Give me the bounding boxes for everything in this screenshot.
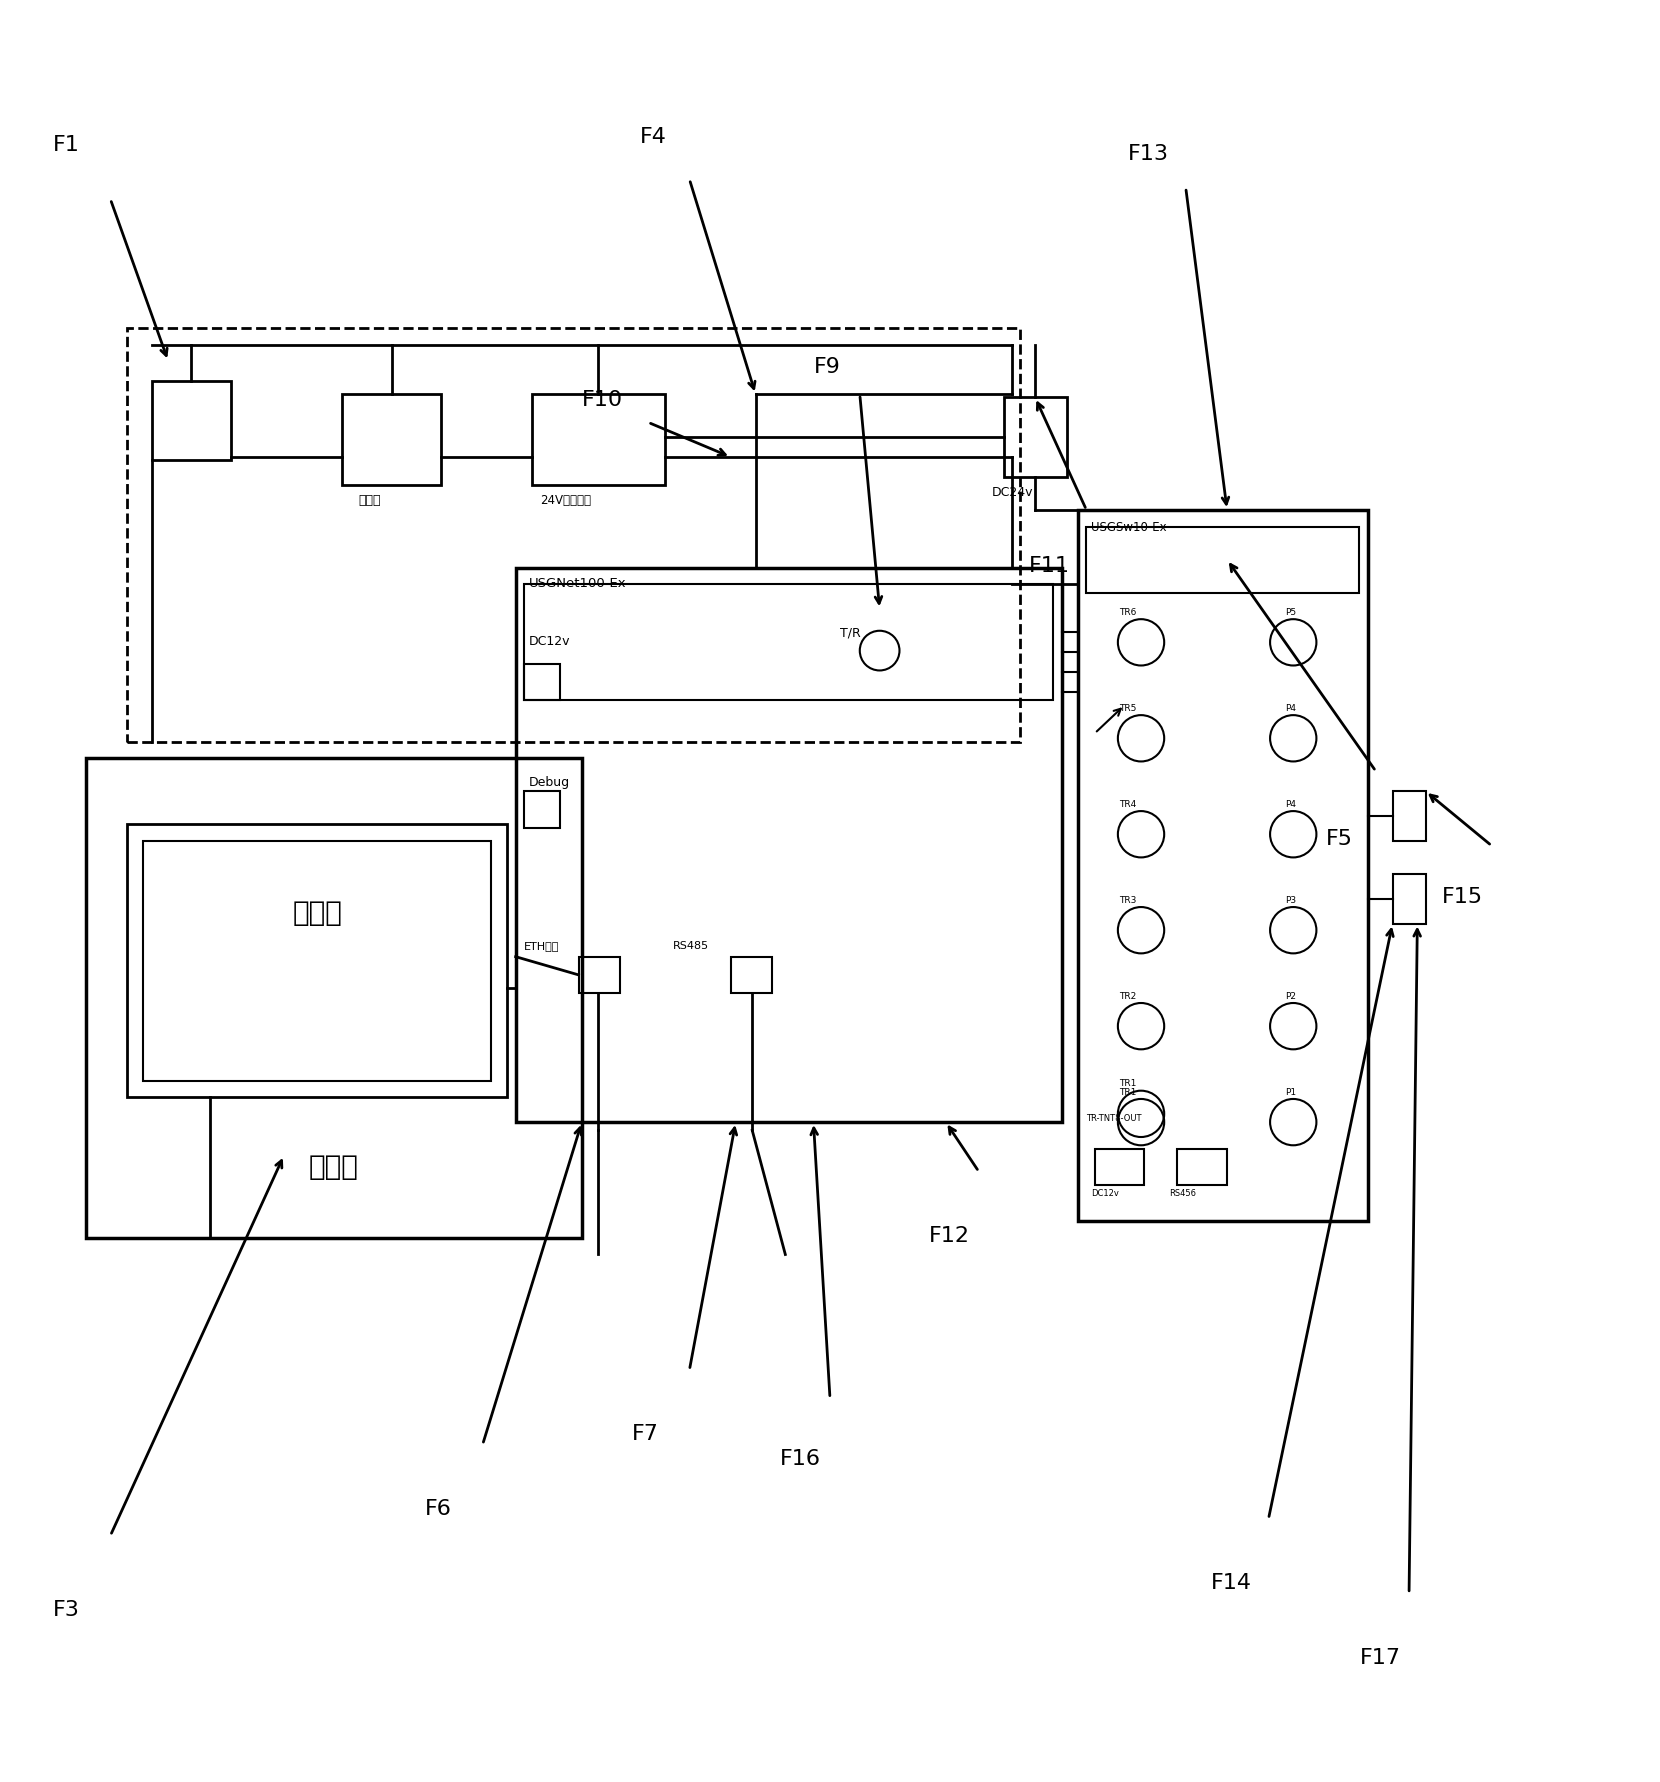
Text: DC12v: DC12v xyxy=(530,634,571,647)
Text: F9: F9 xyxy=(813,356,840,378)
Text: TR3: TR3 xyxy=(1119,895,1137,903)
Bar xyxy=(1393,791,1426,841)
Bar xyxy=(1086,527,1360,593)
Text: 服务器: 服务器 xyxy=(292,898,342,927)
Bar xyxy=(525,665,561,700)
Text: F12: F12 xyxy=(930,1224,969,1246)
Text: ETH网口: ETH网口 xyxy=(525,941,559,950)
Text: DC24v: DC24v xyxy=(993,486,1034,499)
Text: 24V开关电源: 24V开关电源 xyxy=(541,494,591,508)
Bar xyxy=(516,568,1062,1123)
Bar xyxy=(126,825,508,1098)
Text: F4: F4 xyxy=(639,127,667,148)
Text: TR2: TR2 xyxy=(1119,991,1137,1000)
Text: TR1: TR1 xyxy=(1119,1078,1137,1087)
Text: F7: F7 xyxy=(631,1424,659,1443)
Bar xyxy=(1094,1149,1144,1185)
Bar xyxy=(126,330,1021,741)
Text: F10: F10 xyxy=(583,390,622,410)
Text: P3: P3 xyxy=(1285,895,1296,903)
Bar xyxy=(143,841,491,1082)
Text: USGNet100-Ex: USGNet100-Ex xyxy=(530,577,626,590)
Bar xyxy=(1393,875,1426,925)
Bar xyxy=(86,759,583,1238)
Text: F14: F14 xyxy=(1210,1572,1252,1593)
Bar xyxy=(730,957,772,994)
Text: F3: F3 xyxy=(53,1598,80,1618)
Text: USGSw10-Ex: USGSw10-Ex xyxy=(1091,520,1167,533)
Text: TR4: TR4 xyxy=(1119,800,1137,809)
Text: F13: F13 xyxy=(1127,144,1169,164)
Bar xyxy=(342,396,442,486)
Text: TR-TNT8-OUT: TR-TNT8-OUT xyxy=(1086,1114,1142,1123)
Text: 控制室: 控制室 xyxy=(309,1153,359,1181)
Bar xyxy=(533,396,664,486)
Bar xyxy=(1004,397,1067,478)
Text: TR6: TR6 xyxy=(1119,608,1137,617)
Text: F11: F11 xyxy=(1029,556,1069,576)
Text: F6: F6 xyxy=(425,1499,452,1518)
Text: 断路器: 断路器 xyxy=(359,494,382,508)
Bar xyxy=(579,957,619,994)
Text: TR1: TR1 xyxy=(1119,1087,1137,1096)
Bar xyxy=(151,381,231,462)
Text: Debug: Debug xyxy=(530,775,569,788)
Text: T/R: T/R xyxy=(840,627,860,640)
Bar xyxy=(1077,511,1368,1222)
Bar xyxy=(1177,1149,1227,1185)
Text: F17: F17 xyxy=(1360,1647,1401,1666)
Bar xyxy=(525,584,1054,700)
Text: P1: P1 xyxy=(1285,1087,1296,1096)
Text: RS456: RS456 xyxy=(1169,1189,1197,1198)
Text: P4: P4 xyxy=(1285,800,1296,809)
Text: F5: F5 xyxy=(1326,829,1353,848)
Bar xyxy=(525,791,561,829)
Text: RS485: RS485 xyxy=(672,941,709,950)
Text: DC12v: DC12v xyxy=(1091,1189,1119,1198)
Text: F1: F1 xyxy=(53,135,80,155)
Text: P5: P5 xyxy=(1285,608,1296,617)
Text: P2: P2 xyxy=(1285,991,1296,1000)
Text: P4: P4 xyxy=(1285,704,1296,713)
Text: F16: F16 xyxy=(780,1449,822,1468)
Text: F15: F15 xyxy=(1443,886,1484,905)
Text: TR5: TR5 xyxy=(1119,704,1137,713)
